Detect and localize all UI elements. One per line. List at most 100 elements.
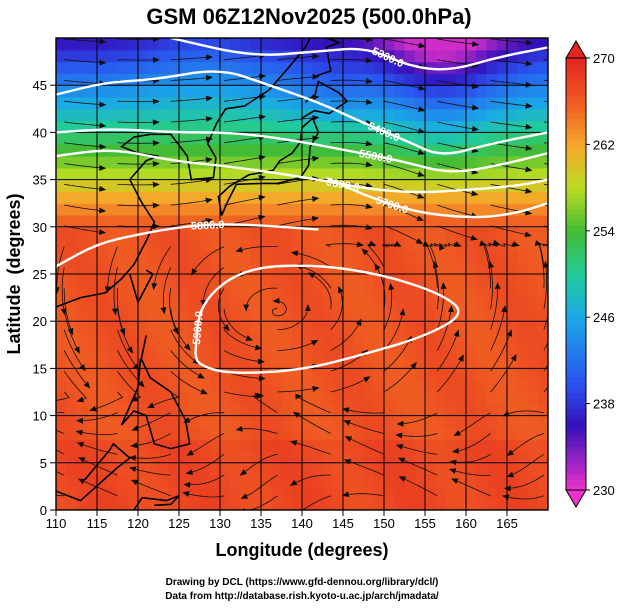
temperature-cell — [210, 333, 221, 345]
temperature-cell — [312, 427, 323, 439]
temperature-cell — [87, 97, 98, 109]
plot-area: 5300.05400.05500.05600.05700.05800.05900… — [24, 35, 586, 516]
temperature-cell — [179, 357, 190, 369]
streamline — [544, 39, 585, 41]
x-tick-label: 130 — [209, 516, 231, 531]
temperature-cell — [128, 109, 139, 121]
temperature-cell — [507, 62, 518, 74]
temperature-cell — [138, 97, 149, 109]
temperature-cell — [241, 203, 252, 215]
temperature-cell — [528, 333, 539, 345]
temperature-cell — [312, 486, 323, 498]
temperature-cell — [107, 475, 118, 487]
temperature-cell — [394, 215, 405, 227]
temperature-cell — [487, 62, 498, 74]
temperature-cell — [446, 250, 457, 262]
temperature-cell — [261, 274, 272, 286]
temperature-cell — [333, 392, 344, 404]
temperature-cell — [384, 215, 395, 227]
temperature-cell — [425, 121, 436, 133]
temperature-cell — [374, 298, 385, 310]
temperature-cell — [415, 368, 426, 380]
temperature-cell — [138, 85, 149, 97]
temperature-cell — [507, 262, 518, 274]
temperature-cell — [107, 38, 118, 50]
temperature-cell — [456, 156, 467, 168]
temperature-cell — [415, 498, 426, 510]
temperature-cell — [77, 380, 88, 392]
temperature-cell — [77, 262, 88, 274]
temperature-cell — [507, 380, 518, 392]
temperature-cell — [189, 262, 200, 274]
colorbar-swatch — [566, 285, 586, 291]
temperature-cell — [292, 262, 303, 274]
temperature-cell — [128, 427, 139, 439]
colorbar-swatch — [566, 128, 586, 134]
temperature-cell — [97, 62, 108, 74]
temperature-cell — [517, 392, 528, 404]
temperature-cell — [517, 85, 528, 97]
temperature-cell — [282, 286, 293, 298]
temperature-cell — [476, 191, 487, 203]
temperature-cell — [107, 298, 118, 310]
temperature-cell — [148, 333, 159, 345]
temperature-cell — [77, 168, 88, 180]
temperature-cell — [159, 191, 170, 203]
temperature-cell — [384, 298, 395, 310]
temperature-cell — [261, 227, 272, 239]
temperature-cell — [107, 109, 118, 121]
temperature-cell — [435, 62, 446, 74]
temperature-cell — [364, 168, 375, 180]
temperature-cell — [261, 333, 272, 345]
x-tick-label: 135 — [250, 516, 272, 531]
temperature-cell — [148, 191, 159, 203]
temperature-cell — [343, 227, 354, 239]
temperature-cell — [210, 97, 221, 109]
temperature-cell — [435, 250, 446, 262]
temperature-cell — [148, 404, 159, 416]
temperature-cell — [425, 298, 436, 310]
temperature-cell — [446, 132, 457, 144]
temperature-cell — [415, 50, 426, 62]
temperature-cell — [251, 144, 262, 156]
temperature-cell — [271, 227, 282, 239]
temperature-cell — [118, 215, 129, 227]
colorbar-swatch — [566, 377, 586, 383]
colorbar-swatch — [566, 188, 586, 194]
temperature-cell — [292, 239, 303, 251]
temperature-cell — [77, 416, 88, 428]
temperature-cell — [179, 321, 190, 333]
temperature-cell — [446, 191, 457, 203]
colorbar-swatch — [566, 398, 586, 404]
temperature-cell — [220, 439, 231, 451]
temperature-cell — [220, 392, 231, 404]
temperature-cell — [118, 73, 129, 85]
temperature-cell — [302, 73, 313, 85]
temperature-cell — [476, 439, 487, 451]
temperature-cell — [487, 368, 498, 380]
colorbar-swatch — [566, 382, 586, 388]
temperature-cell — [538, 368, 549, 380]
temperature-cell — [251, 368, 262, 380]
temperature-cell — [97, 38, 108, 50]
temperature-cell — [107, 321, 118, 333]
temperature-cell — [374, 498, 385, 510]
temperature-cell — [261, 345, 272, 357]
temperature-cell — [343, 392, 354, 404]
temperature-cell — [159, 416, 170, 428]
temperature-cell — [364, 392, 375, 404]
temperature-cell — [476, 203, 487, 215]
temperature-cell — [425, 380, 436, 392]
temperature-cell — [353, 298, 364, 310]
temperature-cell — [538, 416, 549, 428]
temperature-cell — [466, 463, 477, 475]
temperature-cell — [261, 357, 272, 369]
temperature-cell — [497, 427, 508, 439]
temperature-cell — [189, 486, 200, 498]
colorbar-swatch — [566, 171, 586, 177]
temperature-cell — [128, 85, 139, 97]
temperature-cell — [77, 50, 88, 62]
temperature-cell — [497, 439, 508, 451]
temperature-cell — [118, 191, 129, 203]
temperature-cell — [271, 274, 282, 286]
